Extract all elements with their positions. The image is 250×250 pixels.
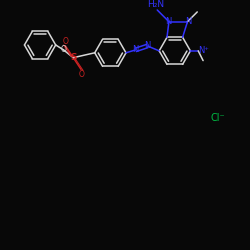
Text: O: O [78,70,84,79]
Text: N: N [165,17,171,26]
Text: O: O [60,45,66,54]
Text: N⁺: N⁺ [198,46,208,55]
Text: S: S [70,53,76,62]
Text: H₂N: H₂N [147,0,164,8]
Text: N: N [132,45,139,54]
Text: O: O [62,36,68,46]
Text: N: N [144,42,151,50]
Text: Cl⁻: Cl⁻ [210,113,225,123]
Text: N: N [185,17,192,26]
